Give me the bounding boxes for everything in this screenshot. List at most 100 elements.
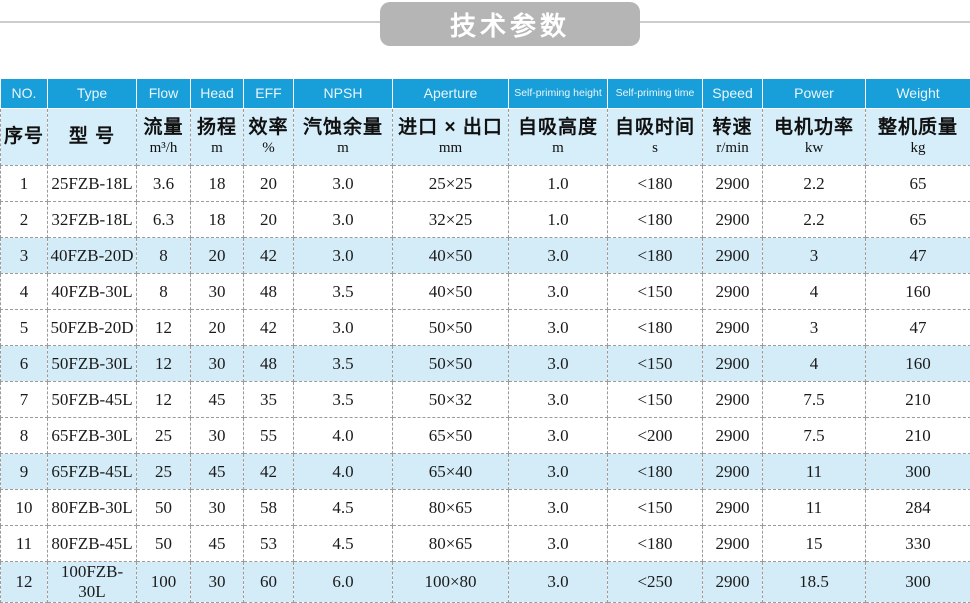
col-header-zh: 效率% <box>244 109 294 166</box>
col-header-en: Aperture <box>393 79 509 109</box>
col-header-unit: m <box>191 140 243 157</box>
cell: 3 <box>1 238 48 274</box>
cell: 55 <box>244 418 294 454</box>
cell: 80FZB-30L <box>48 490 137 526</box>
cell: 100×80 <box>393 562 509 603</box>
cell: 45 <box>191 454 244 490</box>
col-header-unit: m <box>294 140 392 157</box>
cell: 65×40 <box>393 454 509 490</box>
cell: 50 <box>137 526 191 562</box>
cell: 3.0 <box>509 274 608 310</box>
cell: <180 <box>608 454 703 490</box>
cell: 25×25 <box>393 166 509 202</box>
title-badge: 技术参数 <box>380 2 640 46</box>
cell: 53 <box>244 526 294 562</box>
cell: 50 <box>137 490 191 526</box>
cell: 11 <box>763 490 866 526</box>
cell: 3 <box>763 238 866 274</box>
cell: 4 <box>763 346 866 382</box>
cell: 25FZB-18L <box>48 166 137 202</box>
cell: 30 <box>191 274 244 310</box>
cell: 18.5 <box>763 562 866 603</box>
cell: 25 <box>137 418 191 454</box>
cell: 10 <box>1 490 48 526</box>
cell: <150 <box>608 346 703 382</box>
col-header-zh-label: 流量 <box>137 117 190 139</box>
col-header-unit: kw <box>763 140 865 157</box>
cell: 65×50 <box>393 418 509 454</box>
cell: 65FZB-45L <box>48 454 137 490</box>
cell: 30 <box>191 418 244 454</box>
cell: 58 <box>244 490 294 526</box>
col-header-zh-label: 自吸高度 <box>509 117 607 139</box>
col-header-unit: m³/h <box>137 140 190 157</box>
cell: 2900 <box>703 166 763 202</box>
cell: 4 <box>1 274 48 310</box>
cell: 42 <box>244 454 294 490</box>
col-header-en: NO. <box>1 79 48 109</box>
cell: 3.0 <box>509 346 608 382</box>
cell: <250 <box>608 562 703 603</box>
col-header-zh-label: 电机功率 <box>763 117 865 139</box>
cell: 100FZB-30L <box>48 562 137 603</box>
cell: 6.0 <box>294 562 393 603</box>
col-header-zh-label: 序号 <box>1 126 47 148</box>
cell: 3.0 <box>509 454 608 490</box>
cell: 25 <box>137 454 191 490</box>
cell: 2 <box>1 202 48 238</box>
col-header-unit: r/min <box>703 140 762 157</box>
cell: 65 <box>866 202 970 238</box>
cell: 40×50 <box>393 238 509 274</box>
col-header-en: Flow <box>137 79 191 109</box>
cell: 20 <box>244 202 294 238</box>
cell: 3.0 <box>509 562 608 603</box>
cell: <180 <box>608 310 703 346</box>
cell: 2.2 <box>763 202 866 238</box>
cell: 30 <box>191 490 244 526</box>
cell: 100 <box>137 562 191 603</box>
cell: 284 <box>866 490 970 526</box>
cell: 20 <box>191 238 244 274</box>
cell: 160 <box>866 346 970 382</box>
cell: 3.0 <box>509 382 608 418</box>
cell: 2900 <box>703 526 763 562</box>
cell: 32×25 <box>393 202 509 238</box>
col-header-en: Speed <box>703 79 763 109</box>
cell: 60 <box>244 562 294 603</box>
cell: <150 <box>608 382 703 418</box>
cell: 18 <box>191 202 244 238</box>
cell: <200 <box>608 418 703 454</box>
cell: 2900 <box>703 310 763 346</box>
col-header-zh-label: 效率 <box>244 117 293 139</box>
cell: 3.0 <box>509 418 608 454</box>
col-header-zh-label: 转速 <box>703 117 762 139</box>
cell: 3.5 <box>294 274 393 310</box>
cell: <180 <box>608 166 703 202</box>
cell: 3.6 <box>137 166 191 202</box>
cell: <180 <box>608 526 703 562</box>
cell: 80FZB-45L <box>48 526 137 562</box>
col-header-zh-label: 进口 × 出口 <box>393 117 508 139</box>
col-header-en: NPSH <box>294 79 393 109</box>
cell: 4 <box>763 274 866 310</box>
cell: 45 <box>191 382 244 418</box>
cell: 3 <box>763 310 866 346</box>
cell: 2.2 <box>763 166 866 202</box>
col-header-zh-label: 自吸时间 <box>608 117 702 139</box>
cell: 48 <box>244 274 294 310</box>
cell: 3.5 <box>294 382 393 418</box>
cell: 2900 <box>703 418 763 454</box>
